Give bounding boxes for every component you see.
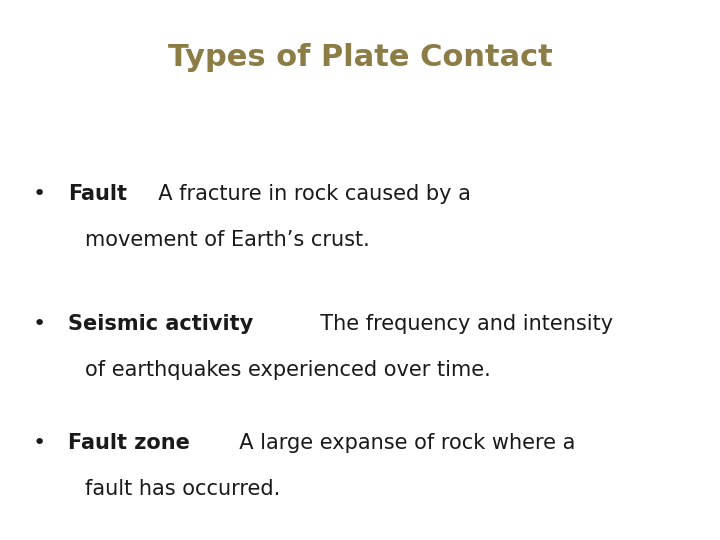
- Text: •: •: [33, 184, 46, 205]
- Text: Fault zone: Fault zone: [68, 433, 190, 453]
- Text: movement of Earth’s crust.: movement of Earth’s crust.: [85, 230, 369, 251]
- Text: A large expanse of rock where a: A large expanse of rock where a: [225, 433, 575, 453]
- Text: The frequency and intensity: The frequency and intensity: [307, 314, 613, 334]
- Text: •: •: [33, 433, 46, 453]
- Text: •: •: [33, 314, 46, 334]
- Text: Fault: Fault: [68, 184, 127, 205]
- Text: A fracture in rock caused by a: A fracture in rock caused by a: [145, 184, 470, 205]
- Text: fault has occurred.: fault has occurred.: [85, 478, 280, 499]
- Text: Types of Plate Contact: Types of Plate Contact: [168, 43, 552, 72]
- Text: of earthquakes experienced over time.: of earthquakes experienced over time.: [85, 360, 491, 380]
- Text: Seismic activity: Seismic activity: [68, 314, 253, 334]
